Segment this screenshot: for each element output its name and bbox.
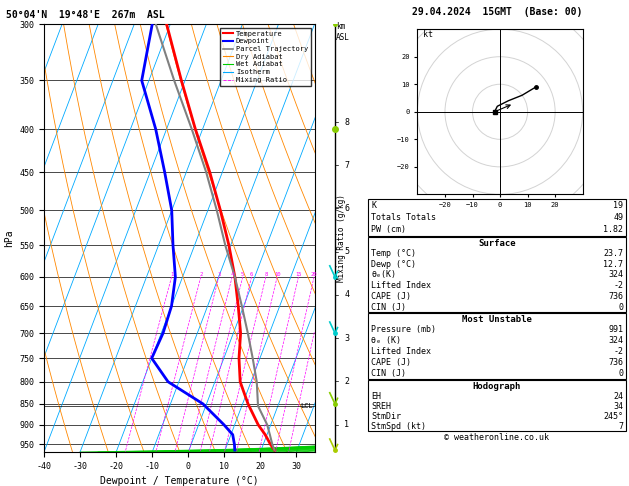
Text: -2: -2 bbox=[613, 281, 623, 290]
Text: 15: 15 bbox=[295, 272, 302, 277]
Text: 324: 324 bbox=[608, 270, 623, 279]
Text: 0: 0 bbox=[618, 303, 623, 312]
Text: CIN (J): CIN (J) bbox=[371, 369, 406, 378]
Text: 245°: 245° bbox=[603, 412, 623, 421]
Text: Lifted Index: Lifted Index bbox=[371, 281, 431, 290]
Text: 5: 5 bbox=[345, 247, 350, 256]
Text: 1: 1 bbox=[170, 272, 173, 277]
Text: PW (cm): PW (cm) bbox=[371, 225, 406, 234]
Text: 6: 6 bbox=[345, 204, 350, 213]
Text: CIN (J): CIN (J) bbox=[371, 303, 406, 312]
Text: 50°04'N  19°48'E  267m  ASL: 50°04'N 19°48'E 267m ASL bbox=[6, 10, 165, 20]
Text: 736: 736 bbox=[608, 292, 623, 301]
Text: CAPE (J): CAPE (J) bbox=[371, 358, 411, 367]
Text: 8: 8 bbox=[345, 118, 350, 126]
Text: Temp (°C): Temp (°C) bbox=[371, 249, 416, 258]
Text: Totals Totals: Totals Totals bbox=[371, 213, 436, 222]
Text: CAPE (J): CAPE (J) bbox=[371, 292, 411, 301]
Text: 0: 0 bbox=[618, 369, 623, 378]
Text: 1: 1 bbox=[345, 420, 350, 429]
Text: 8: 8 bbox=[264, 272, 267, 277]
Text: 7: 7 bbox=[618, 422, 623, 431]
Text: Mixing Ratio (g/kg): Mixing Ratio (g/kg) bbox=[337, 194, 347, 282]
Text: 1.82: 1.82 bbox=[603, 225, 623, 234]
X-axis label: Dewpoint / Temperature (°C): Dewpoint / Temperature (°C) bbox=[100, 476, 259, 486]
Text: 4: 4 bbox=[345, 291, 350, 299]
Text: Hodograph: Hodograph bbox=[473, 382, 521, 391]
Text: 29.04.2024  15GMT  (Base: 00): 29.04.2024 15GMT (Base: 00) bbox=[412, 7, 582, 17]
Text: Most Unstable: Most Unstable bbox=[462, 315, 532, 324]
Text: 7: 7 bbox=[345, 161, 350, 170]
Text: θₑ (K): θₑ (K) bbox=[371, 336, 401, 345]
Text: 991: 991 bbox=[608, 325, 623, 334]
Text: 2: 2 bbox=[199, 272, 203, 277]
Text: Pressure (mb): Pressure (mb) bbox=[371, 325, 436, 334]
Text: StmDir: StmDir bbox=[371, 412, 401, 421]
Text: 20: 20 bbox=[311, 272, 317, 277]
Text: 10: 10 bbox=[274, 272, 281, 277]
Text: SREH: SREH bbox=[371, 402, 391, 411]
Text: 34: 34 bbox=[613, 402, 623, 411]
Text: 3: 3 bbox=[345, 334, 350, 343]
Text: EH: EH bbox=[371, 392, 381, 401]
Text: 6: 6 bbox=[250, 272, 253, 277]
Text: 2: 2 bbox=[345, 377, 350, 386]
Text: -2: -2 bbox=[613, 347, 623, 356]
Text: 3: 3 bbox=[217, 272, 221, 277]
Text: 736: 736 bbox=[608, 358, 623, 367]
Text: LCL: LCL bbox=[300, 403, 313, 409]
Text: StmSpd (kt): StmSpd (kt) bbox=[371, 422, 426, 431]
Legend: Temperature, Dewpoint, Parcel Trajectory, Dry Adiabat, Wet Adiabat, Isotherm, Mi: Temperature, Dewpoint, Parcel Trajectory… bbox=[220, 28, 311, 86]
Text: 324: 324 bbox=[608, 336, 623, 345]
Text: 4: 4 bbox=[230, 272, 234, 277]
Text: Surface: Surface bbox=[478, 239, 516, 248]
Text: 12.7: 12.7 bbox=[603, 260, 623, 269]
Text: 23.7: 23.7 bbox=[603, 249, 623, 258]
Y-axis label: hPa: hPa bbox=[4, 229, 14, 247]
Text: kt: kt bbox=[423, 31, 433, 39]
Text: θₑ(K): θₑ(K) bbox=[371, 270, 396, 279]
Text: Lifted Index: Lifted Index bbox=[371, 347, 431, 356]
Text: 49: 49 bbox=[613, 213, 623, 222]
Text: 24: 24 bbox=[613, 392, 623, 401]
Text: 19: 19 bbox=[613, 201, 623, 210]
Text: 5: 5 bbox=[241, 272, 244, 277]
Text: K: K bbox=[371, 201, 376, 210]
Text: © weatheronline.co.uk: © weatheronline.co.uk bbox=[445, 433, 549, 442]
Text: Dewp (°C): Dewp (°C) bbox=[371, 260, 416, 269]
Text: km
ASL: km ASL bbox=[336, 22, 350, 42]
